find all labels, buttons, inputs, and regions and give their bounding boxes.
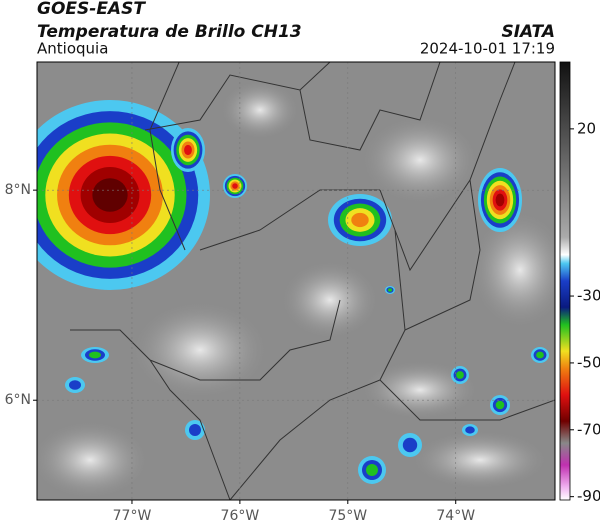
colorbar-tick-label: 20 [577,119,596,137]
colorbar [559,61,571,501]
datetime: 2024-10-01 17:19 [420,40,555,58]
storm-layer [351,212,369,228]
storm-layer [402,437,418,453]
storm-layer [232,183,238,189]
storm-layer [465,426,475,434]
colorbar-tick-label: -70 [577,420,600,438]
storm-layer [366,464,378,476]
storm-layer [92,178,128,212]
region: Antioquia [37,40,108,58]
storm-layer [189,424,201,436]
x-tick-label: 75°W [328,508,367,524]
grid [33,62,555,504]
storm-layer [456,371,464,379]
y-tick-label: 6°N [5,392,31,408]
storm-layer [184,144,192,156]
clouds [37,80,555,500]
borders [70,62,555,500]
subtitle: Temperatura de Brillo CH13 [37,22,302,42]
storm-layer [495,193,505,207]
x-tick-label: 74°W [436,508,475,524]
map [37,62,555,500]
storms [37,100,549,484]
x-tick-label: 77°W [113,508,152,524]
colorbar-tick-label: -50 [577,353,600,371]
colorbar-tick-label: -90 [577,487,600,505]
colorbar-tick-label: -30 [577,287,600,305]
storm-layer [69,380,81,390]
storm-layer [89,351,101,359]
agency: SIATA [501,22,555,42]
y-tick-label: 8°N [5,182,31,198]
storm-layer [495,400,505,410]
x-tick-label: 76°W [221,508,260,524]
storm-layer [387,288,393,292]
storm-layer [536,351,544,359]
map-frame [36,61,556,501]
title: GOES-EAST [37,0,146,19]
